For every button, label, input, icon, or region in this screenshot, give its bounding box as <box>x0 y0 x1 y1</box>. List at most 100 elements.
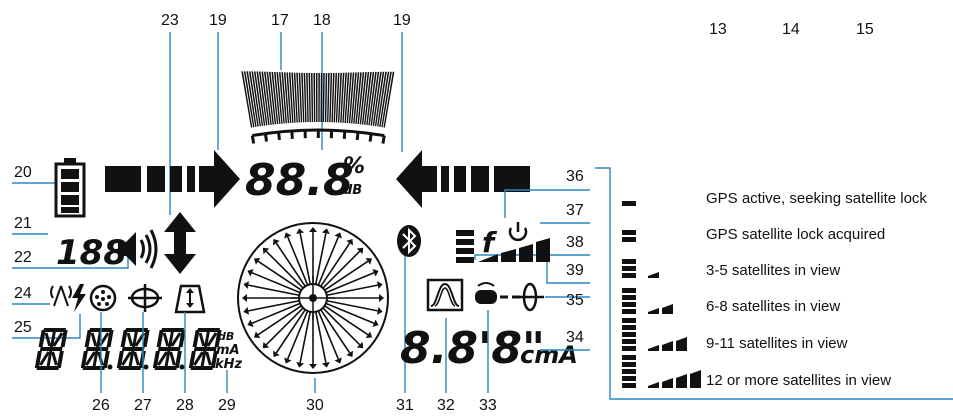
legend-signal-bar <box>662 378 673 388</box>
gps-legend: GPS active, seeking satellite lock GPS sa… <box>595 167 953 400</box>
rose-arrowhead <box>296 228 305 235</box>
rose-arrowhead <box>376 281 383 290</box>
arc-segment <box>288 72 294 123</box>
legend-signal-bar <box>648 345 659 351</box>
db-unit: dB <box>343 183 362 198</box>
legend-stack-bar <box>622 273 636 278</box>
arc-segment <box>303 72 307 123</box>
rose-arrowhead <box>296 361 305 368</box>
arc-segment <box>273 71 281 124</box>
legend-stack-bar <box>622 288 636 293</box>
callout-29: 29 <box>218 397 236 414</box>
compass-rose-icon <box>237 222 389 374</box>
legend-row: 3-5 satellites in view <box>622 259 840 279</box>
arc-segment <box>327 72 330 123</box>
rose-spoke <box>325 272 375 294</box>
signal-arc-graph <box>241 71 395 144</box>
rose-arrowhead <box>273 238 280 246</box>
rose-spoke <box>324 305 369 336</box>
arc-segment <box>256 71 266 126</box>
rose-arrowhead <box>247 269 254 277</box>
callout-36: 36 <box>566 168 584 185</box>
legend-stack-bar <box>622 383 636 388</box>
callout-22: 22 <box>14 249 32 266</box>
arc-segment <box>324 72 328 123</box>
rose-arrowhead <box>284 232 292 239</box>
segment-digit <box>80 328 114 370</box>
legend-row: 9-11 satellites in view <box>622 318 848 352</box>
arc-segment <box>337 72 342 123</box>
callout-27: 27 <box>134 397 152 414</box>
rose-arrowhead <box>372 269 379 277</box>
arc-tick <box>263 133 268 142</box>
legend-stack-bar <box>622 362 636 367</box>
rose-spoke <box>322 250 361 289</box>
rose-spoke <box>326 299 378 312</box>
arc-segment <box>306 72 309 123</box>
arc-segment <box>318 73 320 123</box>
rose-spoke <box>257 260 302 291</box>
legend-text: GPS active, seeking satellite lock <box>706 190 927 207</box>
percent-symbol: % <box>343 154 365 179</box>
rose-spoke <box>317 236 339 286</box>
segment-digit <box>188 328 222 370</box>
arc-segment <box>381 71 392 128</box>
legend-row: 6-8 satellites in view <box>622 288 840 315</box>
arc-segment <box>313 72 316 123</box>
legend-text: 3-5 satellites in view <box>706 262 840 279</box>
satellite-bars-icon <box>456 230 550 263</box>
arc-segment <box>243 71 255 128</box>
rose-arrowhead <box>372 319 379 327</box>
rose-arrowhead <box>356 247 364 255</box>
arc-segment <box>322 72 325 123</box>
callout-31: 31 <box>396 397 414 414</box>
rose-arrowhead <box>379 294 384 302</box>
arc-segment <box>379 71 390 127</box>
rose-spoke <box>265 250 304 289</box>
arc-segment <box>259 71 268 126</box>
legend-stack-bar <box>622 237 636 242</box>
legend-stack-bar <box>622 339 636 344</box>
arc-segment <box>315 72 318 123</box>
rose-arrowhead <box>284 357 292 364</box>
arc-segment <box>311 72 314 123</box>
arc-segment <box>241 71 253 128</box>
rose-arrowhead <box>365 331 373 338</box>
legend-signal-bar <box>690 370 701 388</box>
arc-segment <box>301 72 305 123</box>
legend-stack-bar <box>622 295 636 300</box>
legend-stack-bar <box>622 369 636 374</box>
rose-spoke <box>320 309 351 354</box>
arc-segment <box>340 72 345 123</box>
arc-segment <box>348 72 355 124</box>
callout-30: 30 <box>306 397 324 414</box>
rose-spoke <box>326 284 378 297</box>
lightning-icon <box>72 284 86 312</box>
rose-spoke <box>299 233 312 285</box>
legend-text: GPS satellite lock acquired <box>706 226 885 243</box>
callout-20: 20 <box>14 164 32 181</box>
legend-stack-bar <box>622 346 636 351</box>
rose-spoke <box>314 311 327 363</box>
left-proximity-arrow <box>105 150 240 208</box>
callout-21: 21 <box>14 215 32 232</box>
legend-stack-bar <box>622 309 636 314</box>
callout-18: 18 <box>313 12 331 29</box>
arc-segment <box>293 72 298 123</box>
arc-segment <box>271 71 279 125</box>
legend-signal-bar <box>648 272 659 278</box>
arc-segment <box>281 72 287 124</box>
right-proximity-arrow <box>396 150 530 208</box>
arc-segment <box>333 72 338 123</box>
arc-segment <box>278 72 285 124</box>
rose-arrowhead <box>262 341 270 349</box>
rose-spoke <box>322 307 361 346</box>
rose-arrowhead <box>321 228 330 235</box>
arc-segment <box>368 71 377 126</box>
legend-text: 12 or more satellites in view <box>706 372 891 389</box>
rose-arrowhead <box>262 247 270 255</box>
legend-signal-bar <box>676 374 687 388</box>
legend-stack-bar <box>622 201 636 206</box>
callout-33: 33 <box>479 397 497 414</box>
unit-khz: kHz <box>215 357 243 372</box>
